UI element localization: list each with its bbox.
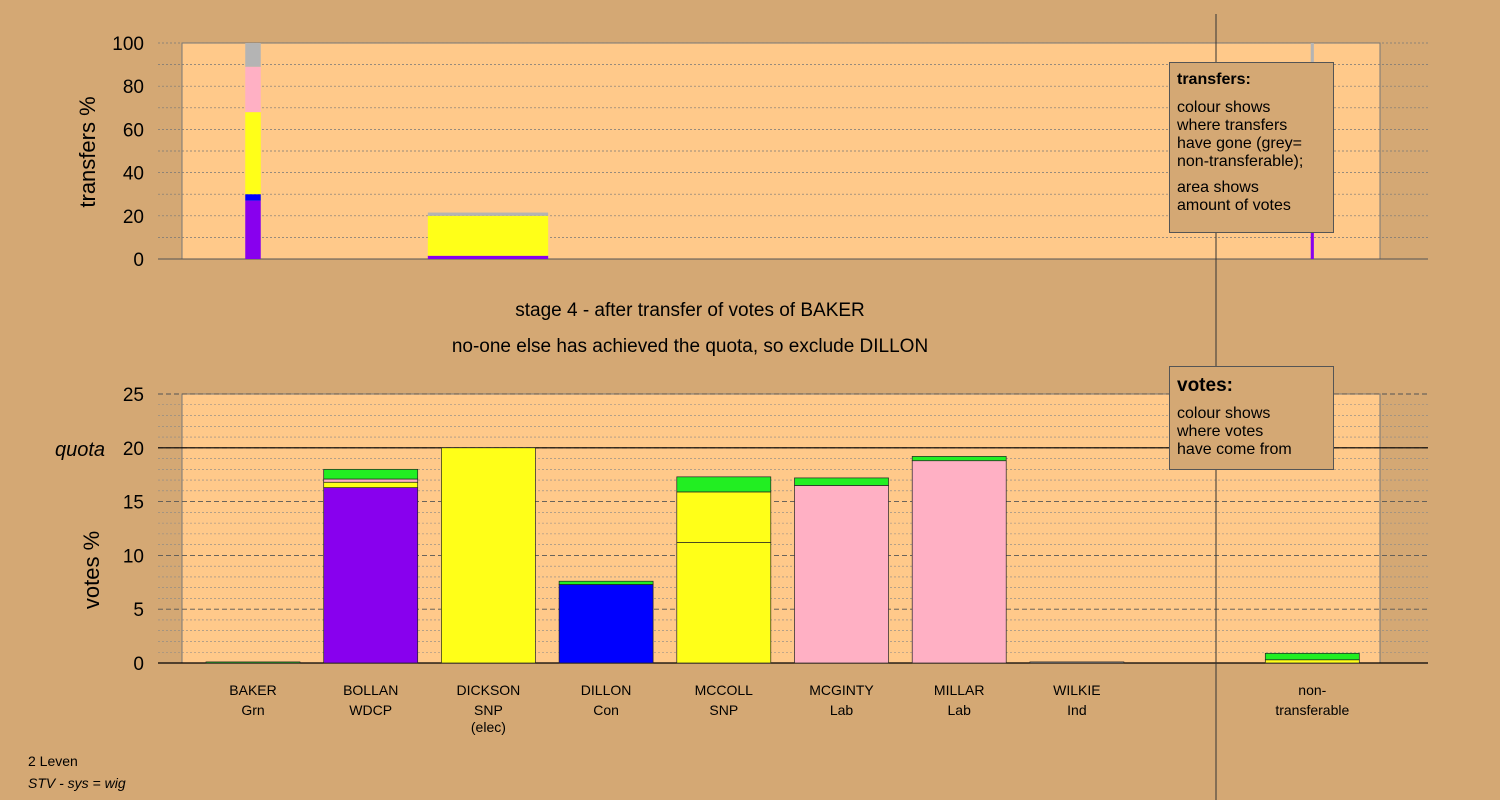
candidate-name-label: DILLON (581, 682, 632, 698)
vote-bar-segment (441, 447, 536, 664)
votes-y-tick-label: 25 (123, 385, 144, 406)
candidate-name-label: DICKSON (457, 682, 521, 698)
transfers-legend-line: amount of votes (1177, 197, 1291, 214)
vote-bar-segment (323, 487, 419, 664)
vote-bar-segment (1264, 659, 1360, 664)
vote-bar-segment (323, 478, 419, 483)
transfers-y-tick-label: 60 (123, 120, 144, 141)
candidate-party-label: Ind (1067, 702, 1086, 718)
candidate-party-label: SNP (474, 702, 503, 718)
transfers-y-tick-label: 20 (123, 207, 144, 228)
candidate-party-label: SNP (709, 702, 738, 718)
votes-legend: votes: colour shows where votes have com… (1169, 366, 1334, 470)
transfer-bar-segment (245, 43, 261, 67)
candidate-name-label: BAKER (229, 682, 276, 698)
vote-bar-segment (676, 476, 772, 493)
transfers-y-tick-label: 0 (133, 250, 144, 271)
vote-bar-segment (676, 491, 772, 543)
vote-bar-segment (205, 661, 301, 664)
vote-bar-segment (558, 580, 654, 585)
candidate-party-label: Lab (948, 702, 972, 718)
votes-y-tick-label: 10 (123, 546, 144, 567)
candidate-name-label: MCCOLL (695, 682, 754, 698)
transfers-legend-line: area shows (1177, 179, 1259, 196)
candidate-party-label: transferable (1275, 702, 1349, 718)
votes-legend-line: colour shows (1177, 405, 1271, 422)
transfer-bar-segment (427, 255, 549, 259)
vote-bar-segment (1264, 652, 1360, 661)
transfer-bar-segment (427, 215, 549, 256)
candidate-name-label: MCGINTY (809, 682, 874, 698)
transfer-bar-segment (245, 66, 261, 113)
votes-y-tick-label: 15 (123, 493, 144, 514)
vote-bar-segment (558, 584, 654, 664)
votes-y-tick-label: 20 (123, 439, 144, 460)
candidate-party-label: WDCP (349, 702, 392, 718)
candidate-party-label: Con (593, 702, 619, 718)
vote-bar-segment (794, 485, 889, 664)
transfers-y-tick-label: 80 (123, 77, 144, 98)
votes-y-axis-label: votes % (79, 531, 104, 609)
transfers-legend-line: non-transferable); (1177, 153, 1304, 170)
transfers-legend-title: transfers: (1177, 71, 1251, 88)
transfers-y-axis-label: transfers % (75, 96, 100, 207)
transfers-y-tick-label: 40 (123, 164, 144, 185)
candidate-party-label: Grn (241, 702, 264, 718)
vote-bar-segment (676, 542, 772, 664)
transfers-legend-line: colour shows (1177, 99, 1271, 116)
candidate-name-label: MILLAR (934, 682, 985, 698)
transfer-bar-segment (245, 194, 261, 201)
candidate-name-label: WILKIE (1053, 682, 1100, 698)
votes-y-tick-label: 0 (133, 654, 144, 675)
stage-title: stage 4 - after transfer of votes of BAK… (515, 300, 865, 321)
votes-legend-line: have come from (1177, 441, 1292, 458)
transfers-legend: transfers: colour shows where transfers … (1169, 62, 1334, 233)
votes-legend-title: votes: (1177, 375, 1233, 396)
transfers-y-tick-label: 100 (112, 34, 144, 55)
transfer-bar-segment (427, 212, 549, 216)
transfers-legend-line: have gone (grey= (1177, 135, 1302, 152)
vote-bar-segment (911, 460, 1007, 664)
transfer-bar-segment (245, 200, 261, 259)
votes-legend-line: where votes (1177, 423, 1264, 440)
vote-bar-segment (323, 481, 419, 488)
candidate-party-label: Lab (830, 702, 854, 718)
candidate-status-label: (elec) (471, 719, 506, 735)
vote-bar-segment (323, 468, 419, 480)
quota-label: quota (55, 439, 105, 461)
candidate-name-label: non- (1298, 682, 1326, 698)
vote-bar-segment (1029, 661, 1125, 664)
candidate-name-label: BOLLAN (343, 682, 398, 698)
system-label: STV - sys = wig (28, 775, 126, 791)
vote-bar-segment (911, 456, 1007, 462)
vote-bar-segment (794, 477, 889, 486)
constituency-label: 2 Leven (28, 753, 78, 769)
transfers-legend-line: where transfers (1177, 117, 1288, 134)
transfer-bar-segment (245, 112, 261, 195)
votes-y-tick-label: 5 (133, 600, 144, 621)
stage-subtitle: no-one else has achieved the quota, so e… (451, 336, 929, 357)
